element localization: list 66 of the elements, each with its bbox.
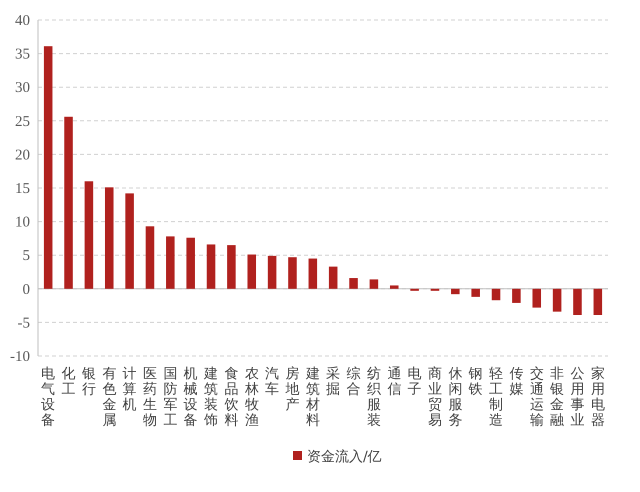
bar [227, 245, 236, 289]
bar [532, 288, 542, 308]
x-tick-label: 建筑材料 [304, 366, 320, 428]
x-tick-label: 轻工制造 [489, 366, 504, 428]
x-tick-label: 综合 [346, 366, 361, 398]
y-tick-label: 40 [15, 13, 30, 29]
x-tick-label: 房地产 [284, 366, 300, 413]
x-tick-label: 钢铁 [468, 366, 483, 398]
bar [349, 278, 358, 289]
x-tick-label: 电子 [408, 366, 422, 398]
y-tick-label: 35 [15, 46, 30, 63]
bar [552, 288, 562, 312]
y-tick-label: 5 [22, 248, 30, 264]
x-tick-label: 商业贸易 [428, 366, 442, 428]
legend-label: 资金流入/亿 [307, 449, 382, 465]
x-tick-label: 家用电器 [590, 366, 605, 428]
bar [390, 285, 399, 289]
x-tick-label: 银行 [80, 366, 96, 398]
x-tick-label: 农林牧渔 [244, 366, 259, 428]
bar [451, 288, 460, 294]
x-tick-label: 计算机 [122, 366, 137, 413]
bar [64, 116, 73, 289]
x-tick-label: 汽车 [265, 366, 280, 398]
bar [492, 288, 500, 300]
y-tick-label: 30 [15, 80, 30, 96]
x-tick-label: 传媒 [509, 366, 524, 398]
x-tick-label: 国防军工 [163, 366, 178, 428]
bar [44, 46, 52, 289]
bar [166, 236, 175, 289]
x-tick-label: 有色金属 [102, 366, 116, 428]
y-tick-label: 10 [15, 214, 30, 231]
y-tick-label: 25 [15, 114, 30, 130]
bar [186, 238, 195, 289]
x-tick-label: 医药生物 [142, 366, 157, 428]
x-tick-label: 化工 [62, 366, 76, 398]
bar [268, 256, 276, 289]
bar [146, 226, 154, 289]
x-tick-label: 采掘 [326, 366, 340, 398]
bar [84, 181, 94, 289]
y-tick-label: -10 [10, 349, 30, 365]
bar [512, 288, 521, 303]
bar [104, 187, 114, 289]
bar [370, 279, 378, 289]
x-tick-label: 公用事业 [570, 366, 584, 428]
y-tick-label: 15 [15, 181, 30, 197]
x-tick-label: 交通运输 [530, 366, 544, 428]
x-tick-label: 电气设备 [41, 366, 56, 428]
y-tick-label: 20 [15, 147, 30, 164]
bar [247, 254, 256, 289]
bar [288, 257, 297, 289]
x-tick-label: 休闲服务 [448, 366, 462, 428]
bar [308, 258, 318, 289]
bar [594, 288, 602, 316]
y-tick-label: 0 [22, 282, 30, 298]
bar [328, 266, 338, 289]
x-tick-label: 食品饮料 [223, 366, 238, 428]
bar [206, 244, 216, 289]
x-tick-label: 非银金融 [549, 366, 564, 428]
bar [573, 288, 582, 316]
x-tick-label: 通信 [387, 366, 402, 398]
bar [125, 193, 134, 289]
y-tick-label: -5 [18, 315, 30, 332]
bar [471, 288, 480, 297]
x-tick-label: 建筑装饰 [203, 366, 218, 428]
x-tick-label: 机械设备 [184, 366, 198, 428]
x-tick-label: 纺织服装 [366, 366, 381, 428]
